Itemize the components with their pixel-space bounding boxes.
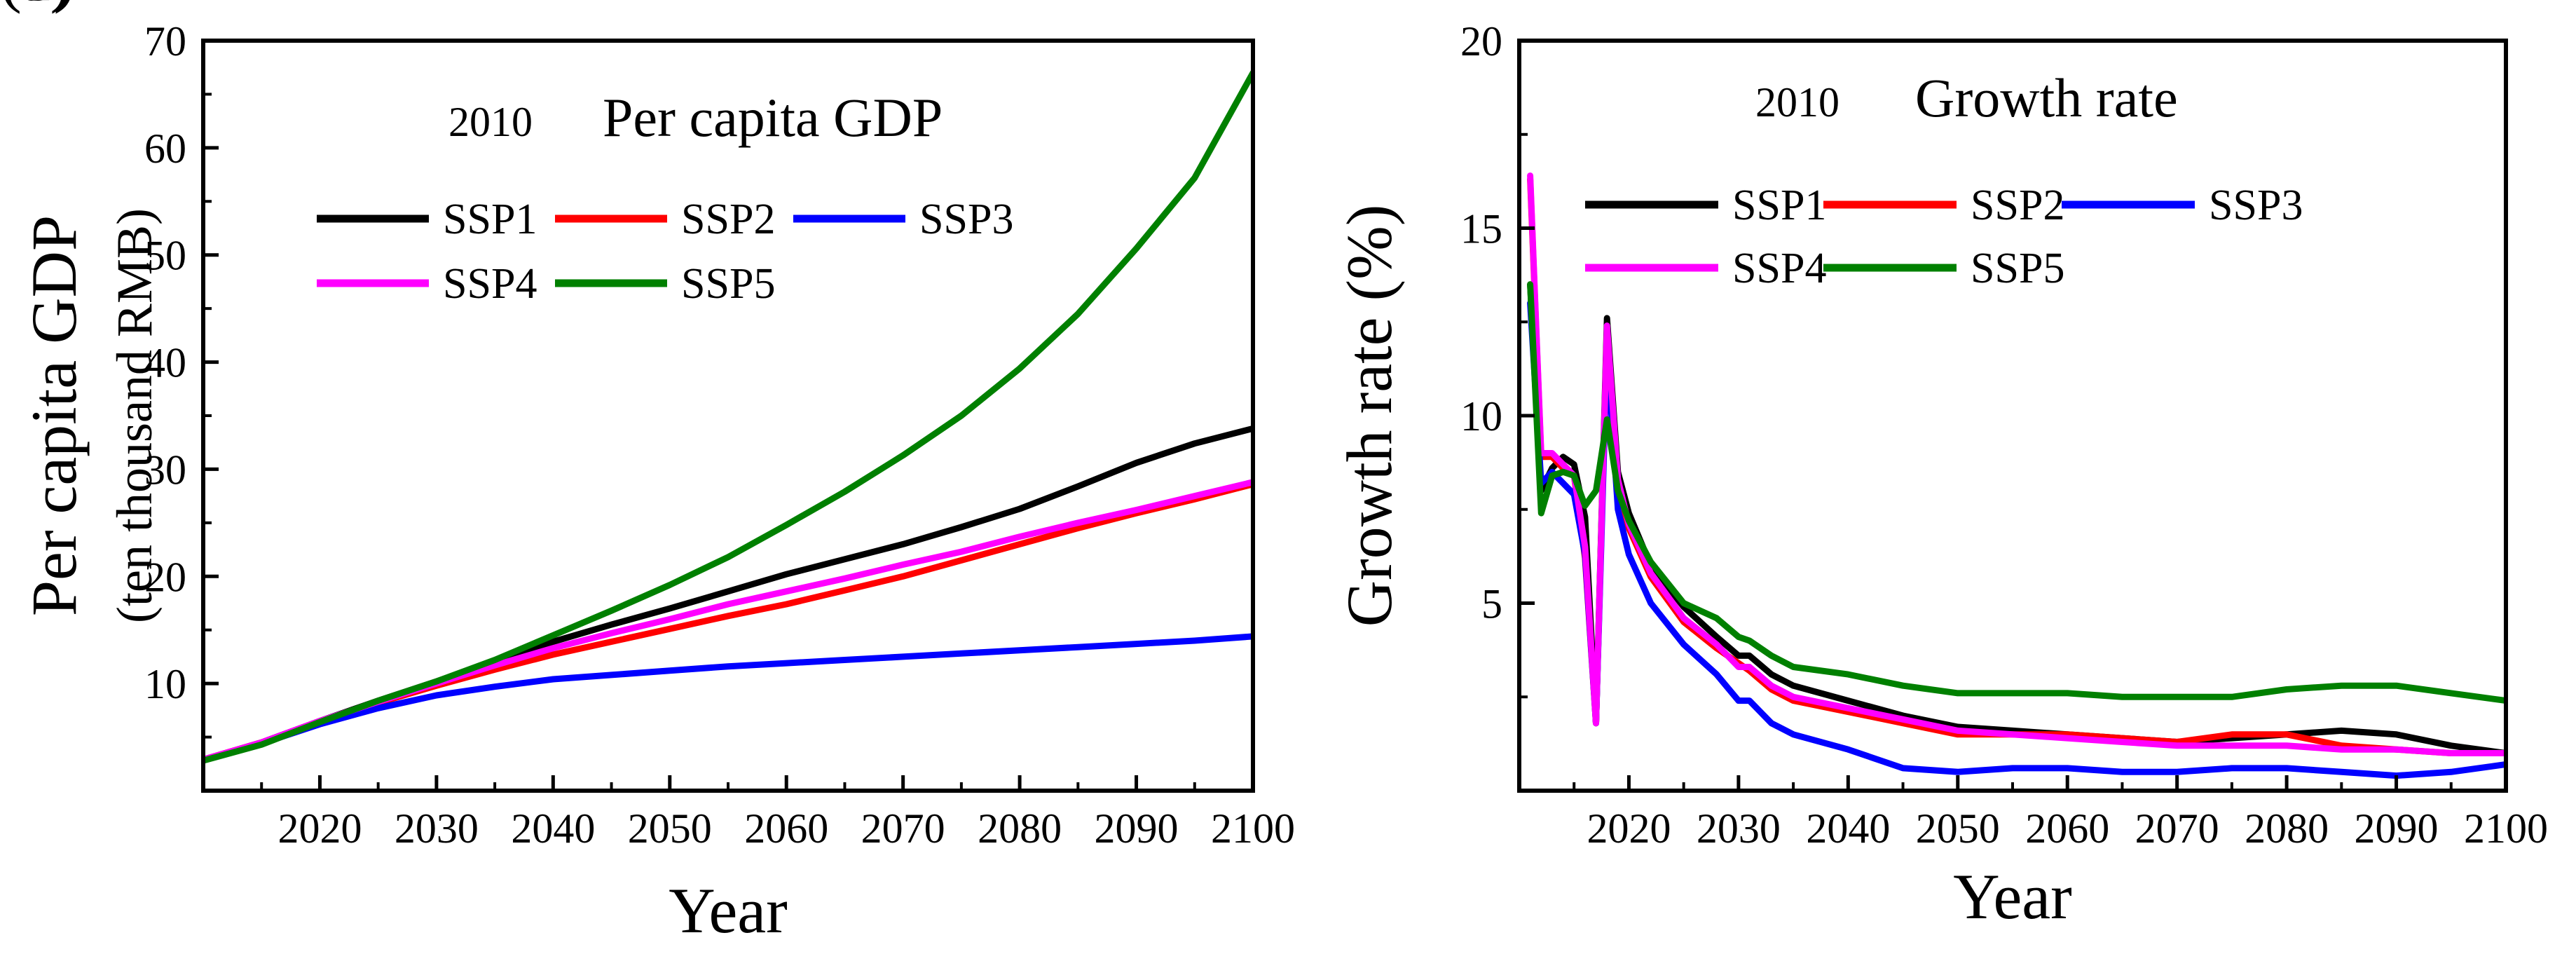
panel-b-plot-area [1527,172,2506,779]
legend-label-ssp5: SSP5 [681,260,775,308]
x-tick-label: 2090 [1095,805,1179,852]
x-tick-label: 2080 [2245,805,2329,852]
panel-b-legend: SSP1 SSP2 SSP3 SSP4 SSP5 [1585,182,2303,292]
y-tick-label: 15 [1460,206,1502,252]
y-tick-label: 10 [144,661,186,707]
x-tick-label: 2090 [2355,805,2439,852]
series-line-ssp4 [1527,172,2506,756]
x-tick-label: 2080 [978,805,1062,852]
y-tick-label: 40 [144,340,186,386]
x-tick-label: 2100 [2464,805,2548,852]
legend-label-ssp2: SSP2 [681,196,775,243]
x-tick-label: 2040 [511,805,595,852]
panel-a-plot-area [203,69,1253,764]
legend-label-ssp3: SSP3 [919,196,1013,243]
y-tick-label: 50 [144,233,186,279]
panel-b-x-axis-title: Year [1953,861,2072,932]
x-tick-label: 2010 [448,99,533,145]
y-tick-label: 30 [144,447,186,493]
y-tick-label: 20 [144,554,186,600]
x-tick-label: 2060 [2025,805,2109,852]
y-tick-label: 70 [144,18,186,64]
legend-label-ssp2: SSP2 [1971,182,2064,229]
panel-a-frame [201,39,1255,793]
x-tick-label: 2030 [1697,805,1781,852]
x-tick-label: 2020 [278,805,362,852]
legend-label-ssp4: SSP4 [443,260,537,308]
panel-b-title: Growth rate [1915,67,2178,128]
legend-label-ssp4: SSP4 [1732,245,1826,292]
panel-a-y-axis-title-line1: Per capita GDP [18,215,90,616]
y-tick-label: 60 [144,125,186,172]
x-tick-label: 2020 [1587,805,1671,852]
x-tick-label: 2040 [1806,805,1890,852]
x-tick-label: 2050 [1916,805,2000,852]
y-tick-label: 5 [1481,581,1502,627]
y-tick-label: 20 [1460,18,1502,64]
legend-label-ssp1: SSP1 [443,196,537,243]
x-tick-label: 2010 [1755,79,1839,125]
x-tick-label: 2070 [2135,805,2219,852]
x-tick-label: 2100 [1211,805,1295,852]
panel-b-frame [1517,39,2508,793]
x-tick-label: 2030 [395,805,479,852]
x-tick-label: 2060 [744,805,828,852]
panel-a-title: Per capita GDP [603,87,943,148]
series-line-ssp3 [203,633,1253,763]
panel-b-y-axis-title: Growth rate (%) [1334,205,1405,627]
legend-label-ssp1: SSP1 [1732,182,1826,229]
series-line-ssp5 [203,69,1253,764]
panel-b-label: (b) [0,0,75,14]
panel-a-y-axis-title-line2: (ten thousand RMB) [107,208,163,623]
panel-a-x-axis-title: Year [669,875,788,946]
x-tick-label: 2070 [861,805,945,852]
panel-a-label: (a) [0,0,71,14]
series-line-ssp2 [203,481,1253,763]
legend-label-ssp5: SSP5 [1971,245,2064,292]
panel-a-legend: SSP1 SSP2 SSP3 SSP4 SSP5 [317,196,1013,308]
series-line-ssp5 [1527,281,2506,704]
x-tick-label: 2050 [628,805,712,852]
y-tick-label: 10 [1460,393,1502,439]
legend-label-ssp3: SSP3 [2209,182,2303,229]
series-line-ssp3 [1527,300,2506,779]
